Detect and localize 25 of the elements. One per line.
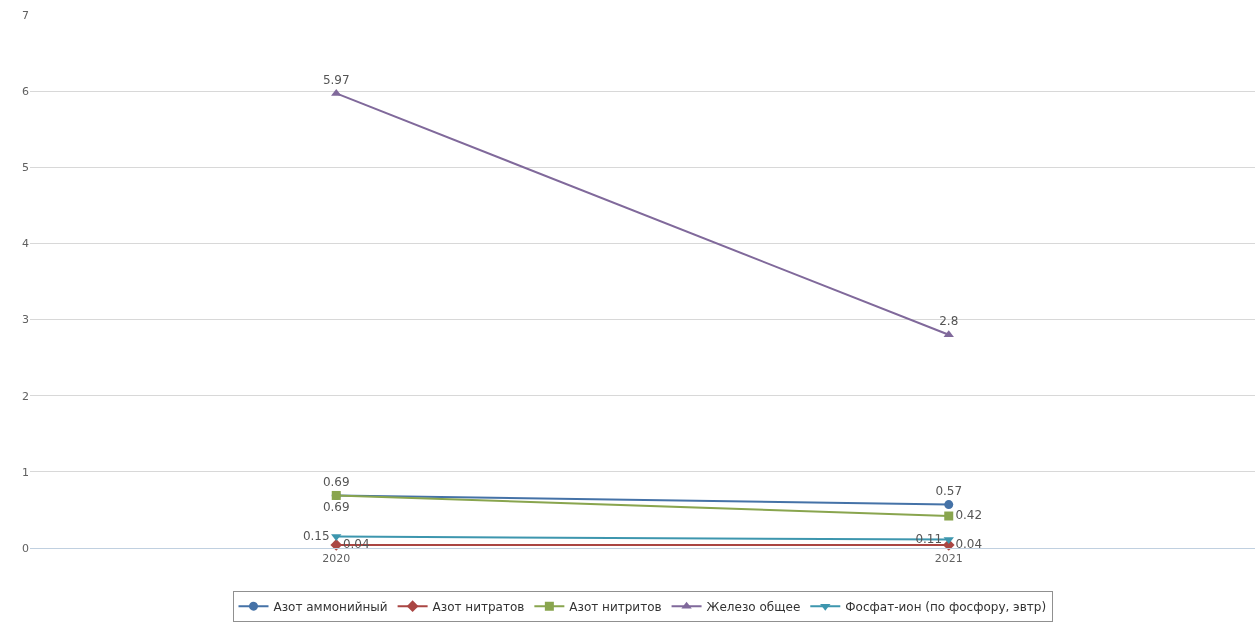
y-tick-label: 4 bbox=[22, 237, 29, 251]
legend-label: Фосфат-ион (по фосфору, эвтр) bbox=[845, 599, 1047, 614]
y-tick-label: 2 bbox=[22, 389, 29, 403]
y-tick-label: 6 bbox=[22, 84, 29, 98]
data-label: 0.15 bbox=[302, 528, 330, 543]
y-tick-label: 3 bbox=[22, 313, 29, 327]
data-label: 5.97 bbox=[322, 72, 350, 87]
y-tick-label: 5 bbox=[22, 161, 29, 175]
y-tick-label: 0 bbox=[22, 541, 29, 555]
legend-label: Азот нитратов bbox=[432, 599, 525, 614]
data-label: 0.69 bbox=[322, 500, 350, 515]
data-label: 0.57 bbox=[935, 483, 963, 498]
legend-label: Азот аммонийный bbox=[273, 599, 388, 614]
x-tick-label: 2020 bbox=[322, 552, 351, 566]
point bbox=[944, 511, 954, 521]
y-tick-label: 7 bbox=[22, 8, 29, 22]
legend-label: Азот нитритов bbox=[569, 599, 662, 614]
x-tick-label: 2021 bbox=[934, 552, 963, 566]
legend-label: Железо общее bbox=[706, 599, 801, 614]
data-label: 2.8 bbox=[939, 314, 959, 329]
point bbox=[944, 500, 954, 510]
data-label: 0.42 bbox=[955, 508, 983, 523]
data-label: 0.69 bbox=[322, 474, 350, 489]
data-label: 0.04 bbox=[955, 536, 983, 551]
y-tick-label: 1 bbox=[22, 465, 29, 479]
